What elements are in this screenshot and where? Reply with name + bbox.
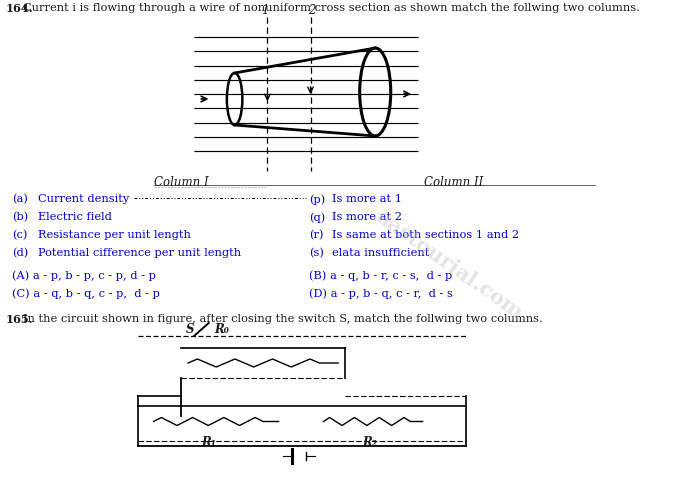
Text: Column II: Column II xyxy=(424,176,484,189)
Text: 1: 1 xyxy=(261,4,268,17)
Text: In the circuit shown in figure, after closing the switch S, match the follwing t: In the circuit shown in figure, after cl… xyxy=(23,313,543,323)
Text: (p): (p) xyxy=(309,194,325,204)
Text: (q): (q) xyxy=(309,212,325,222)
Text: aastourial.com: aastourial.com xyxy=(371,206,526,322)
Text: R₀: R₀ xyxy=(214,322,229,335)
Text: 165.: 165. xyxy=(6,313,34,324)
Text: Current i is flowing through a wire of nonuniform cross section as shown match t: Current i is flowing through a wire of n… xyxy=(23,3,640,13)
Text: Electric field: Electric field xyxy=(38,212,112,222)
Text: (d): (d) xyxy=(12,247,29,258)
Text: (A) a - p, b - p, c - p, d - p: (A) a - p, b - p, c - p, d - p xyxy=(12,270,156,280)
Text: 164.: 164. xyxy=(6,3,34,14)
Text: Potential cifference per unit length: Potential cifference per unit length xyxy=(38,247,241,257)
Text: R₁: R₁ xyxy=(201,436,216,449)
Text: (r): (r) xyxy=(309,229,324,240)
Text: (b): (b) xyxy=(12,212,29,222)
Text: elata insufficient: elata insufficient xyxy=(332,247,429,257)
Text: (B) a - q, b - r, c - s,  d - p: (B) a - q, b - r, c - s, d - p xyxy=(309,270,452,280)
Text: S: S xyxy=(185,322,194,335)
Text: Is same at both sectinos 1 and 2: Is same at both sectinos 1 and 2 xyxy=(332,229,519,240)
Text: (c): (c) xyxy=(12,229,27,240)
Text: R₂: R₂ xyxy=(362,436,377,449)
Text: Is more at 1: Is more at 1 xyxy=(332,194,402,204)
Text: (s): (s) xyxy=(309,247,324,258)
Text: Current density: Current density xyxy=(38,194,129,204)
Text: (D) a - p, b - q, c - r,  d - s: (D) a - p, b - q, c - r, d - s xyxy=(309,287,453,298)
Text: (C) a - q, b - q, c - p,  d - p: (C) a - q, b - q, c - p, d - p xyxy=(12,287,160,298)
Text: Resistance per unit length: Resistance per unit length xyxy=(38,229,191,240)
Text: Column I: Column I xyxy=(154,176,208,189)
Text: Is more at 2: Is more at 2 xyxy=(332,212,402,222)
Text: (a): (a) xyxy=(12,194,28,204)
Text: 2: 2 xyxy=(308,4,315,17)
